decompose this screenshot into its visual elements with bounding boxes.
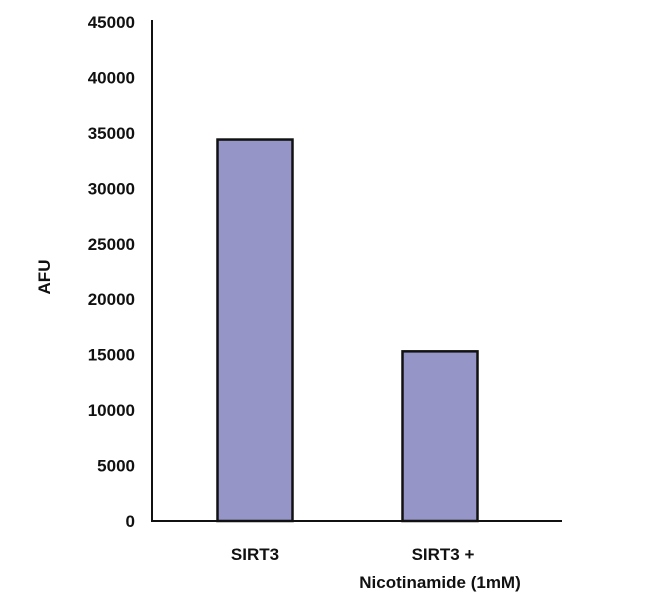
y-tick-label: 40000: [88, 68, 135, 87]
y-tick-label: 45000: [88, 13, 135, 32]
bar-2: [401, 350, 479, 523]
y-tick-label: 35000: [88, 124, 135, 143]
bar-1: [216, 138, 294, 523]
y-tick-label: 15000: [88, 346, 135, 365]
y-tick-label: 20000: [88, 290, 135, 309]
y-tick-label: 30000: [88, 179, 135, 198]
y-tick-label: 10000: [88, 401, 135, 420]
x-tick-label: Nicotinamide (1mM): [359, 573, 521, 592]
x-tick-label: SIRT3: [231, 545, 279, 564]
y-tick-label: 25000: [88, 235, 135, 254]
x-tick-label: SIRT3 +: [412, 545, 475, 564]
y-tick-label: 0: [126, 512, 135, 531]
y-axis-label: AFU: [35, 260, 54, 295]
y-tick-label: 5000: [97, 457, 135, 476]
